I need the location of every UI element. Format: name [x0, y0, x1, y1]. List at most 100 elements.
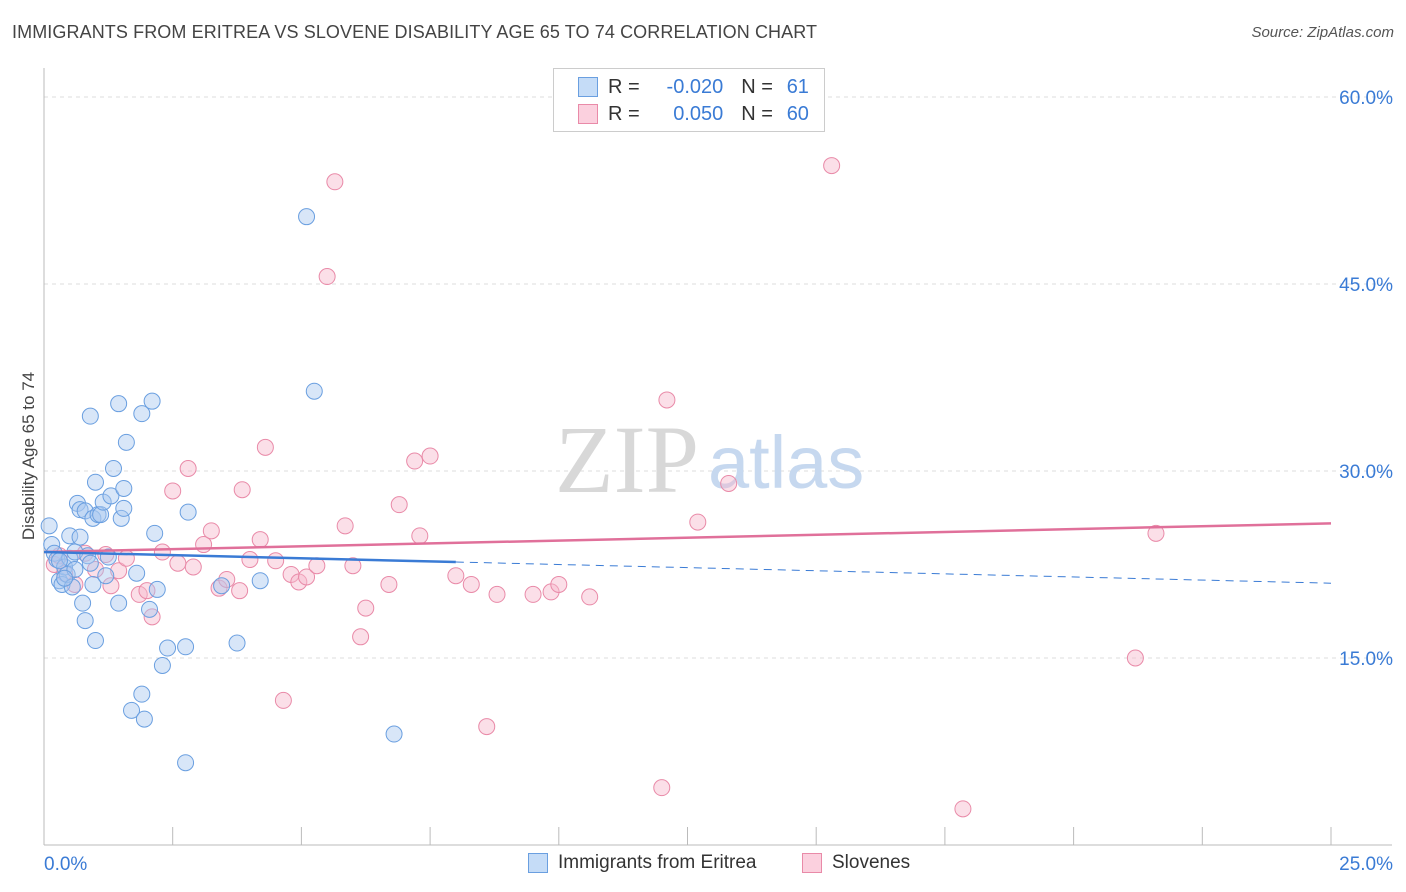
legend-row-slovenes: R = 0.050 N = 60 [578, 102, 809, 126]
y-tick-label: 60.0% [1339, 88, 1393, 109]
data-point-slovenes [689, 513, 707, 531]
bottom-legend-swatch-slovenes [802, 853, 822, 873]
y-tick-label: 15.0% [1339, 649, 1393, 670]
data-point-eritrea [133, 685, 151, 703]
data-point-eritrea [146, 524, 164, 542]
data-point-eritrea [385, 725, 403, 743]
data-point-slovenes [524, 585, 542, 603]
data-point-slovenes [169, 554, 187, 572]
watermark-zip: ZIP [555, 406, 699, 513]
data-point-eritrea [81, 554, 99, 572]
legend-row-eritrea: R = -0.020 N = 61 [578, 75, 809, 99]
data-point-slovenes [357, 599, 375, 617]
data-point-eritrea [115, 499, 133, 517]
data-point-slovenes [488, 585, 506, 603]
bottom-legend-slovenes: Slovenes [802, 852, 910, 874]
series-eritrea [40, 208, 403, 772]
data-point-eritrea [97, 567, 115, 585]
data-point-slovenes [581, 588, 599, 606]
trend-line-eritrea-extension [455, 561, 1332, 584]
data-point-slovenes [462, 575, 480, 593]
data-point-slovenes [326, 173, 344, 191]
data-point-eritrea [159, 639, 177, 657]
grid-lines [44, 96, 1392, 659]
chart-title: IMMIGRANTS FROM ERITREA VS SLOVENE DISAB… [12, 22, 818, 42]
data-point-eritrea [56, 569, 74, 587]
data-point-eritrea [143, 392, 161, 410]
bottom-legend-label-eritrea: Immigrants from Eritrea [558, 852, 757, 873]
data-point-eritrea [84, 575, 102, 593]
data-point-eritrea [213, 577, 231, 595]
data-point-slovenes [411, 527, 429, 545]
data-point-slovenes [954, 800, 972, 818]
data-point-slovenes [251, 531, 269, 549]
legend-r-label: R = [608, 102, 640, 125]
data-point-slovenes [153, 543, 171, 561]
data-point-eritrea [71, 528, 89, 546]
data-point-eritrea [128, 564, 146, 582]
data-point-slovenes [478, 718, 496, 736]
legend-n-label: N = [741, 75, 773, 98]
data-point-eritrea [110, 395, 128, 413]
bottom-legend-eritrea: Immigrants from Eritrea [528, 852, 756, 874]
data-point-eritrea [86, 473, 104, 491]
data-point-slovenes [352, 628, 370, 646]
data-point-eritrea [148, 580, 166, 598]
y-axis-label: Disability Age 65 to 74 [19, 372, 38, 540]
data-point-slovenes [298, 568, 316, 586]
legend-n-value: 61 [786, 75, 809, 98]
data-point-eritrea [135, 710, 153, 728]
data-point-slovenes [390, 496, 408, 514]
data-point-slovenes [658, 391, 676, 409]
data-point-slovenes [380, 575, 398, 593]
legend-r-value: -0.020 [666, 75, 724, 98]
chart-source: Source: ZipAtlas.com [1251, 24, 1394, 41]
data-point-eritrea [177, 754, 195, 772]
data-point-eritrea [141, 600, 159, 618]
data-point-slovenes [308, 557, 326, 575]
data-point-eritrea [92, 506, 110, 524]
data-point-eritrea [251, 572, 269, 590]
data-point-slovenes [318, 268, 336, 286]
legend-n-label: N = [741, 102, 773, 125]
data-point-slovenes [256, 438, 274, 456]
data-point-eritrea [104, 460, 122, 478]
data-point-eritrea [305, 382, 323, 400]
watermark-atlas: atlas [708, 421, 864, 504]
data-point-slovenes [344, 557, 362, 575]
data-point-eritrea [110, 594, 128, 612]
data-point-slovenes [110, 562, 128, 580]
trend-lines [43, 522, 1332, 584]
data-point-slovenes [1126, 649, 1144, 667]
data-point-slovenes [102, 577, 120, 595]
data-point-slovenes [447, 567, 465, 585]
data-point-eritrea [102, 487, 120, 505]
data-point-eritrea [50, 552, 68, 570]
data-point-slovenes [164, 482, 182, 500]
data-point-eritrea [81, 407, 99, 425]
data-point-eritrea [76, 612, 94, 630]
data-point-eritrea [112, 509, 130, 527]
data-point-slovenes [231, 582, 249, 600]
data-point-eritrea [133, 405, 151, 423]
data-point-slovenes [233, 481, 251, 499]
trend-line-slovenes [43, 522, 1332, 554]
data-point-eritrea [123, 701, 141, 719]
data-point-slovenes [1147, 524, 1165, 542]
data-point-eritrea [153, 656, 171, 674]
data-point-slovenes [336, 517, 354, 535]
correlation-legend: R = -0.020 N = 61 R = 0.050 N = 60 [553, 68, 825, 132]
data-point-eritrea [179, 503, 197, 521]
x-tick-label: 25.0% [1339, 854, 1393, 875]
watermark: ZIP atlas [555, 406, 864, 513]
data-point-eritrea [115, 479, 133, 497]
data-point-slovenes [823, 157, 841, 175]
y-tick-label: 45.0% [1339, 275, 1393, 296]
legend-n-value: 60 [786, 102, 809, 125]
data-point-slovenes [179, 460, 197, 478]
data-point-slovenes [130, 585, 148, 603]
data-point-slovenes [241, 551, 259, 569]
data-point-eritrea [298, 208, 316, 226]
legend-r-value: 0.050 [673, 102, 724, 125]
